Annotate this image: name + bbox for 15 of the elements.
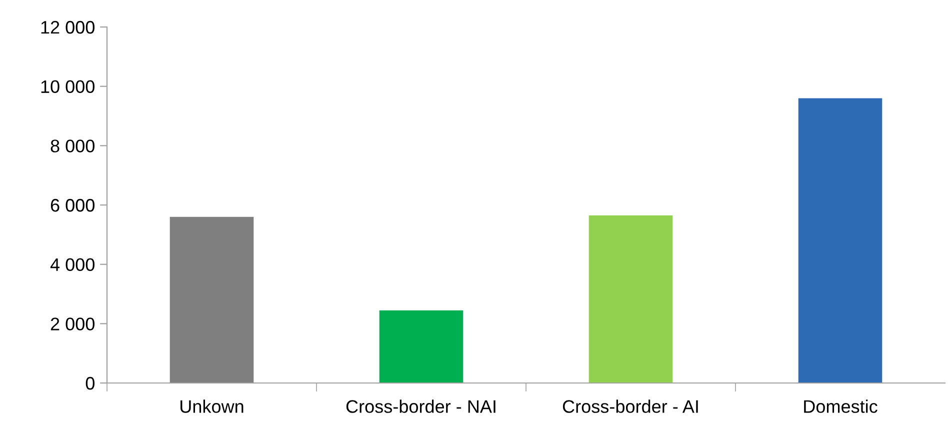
bar — [798, 98, 882, 383]
y-tick-label: 12 000 — [41, 20, 94, 34]
x-tick-label: Cross-border - AI — [562, 400, 698, 413]
y-tick-label: 8 000 — [50, 140, 94, 152]
bar — [170, 216, 254, 383]
bar — [588, 215, 673, 383]
y-tick-label: 0 — [86, 376, 94, 390]
x-tick-label: Unkown — [180, 400, 244, 413]
y-tick-label: 10 000 — [41, 80, 94, 94]
bar — [379, 310, 464, 383]
y-tick-label: 2 000 — [50, 318, 94, 330]
x-tick-label: Cross-border - NAI — [346, 400, 496, 413]
y-tick-label: 6 000 — [50, 198, 94, 212]
y-tick-label: 4 000 — [50, 258, 94, 272]
x-tick-label: Domestic — [804, 400, 878, 413]
